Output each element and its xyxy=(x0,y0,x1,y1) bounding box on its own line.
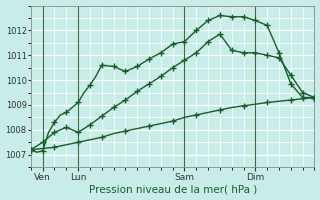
X-axis label: Pression niveau de la mer( hPa ): Pression niveau de la mer( hPa ) xyxy=(89,184,257,194)
